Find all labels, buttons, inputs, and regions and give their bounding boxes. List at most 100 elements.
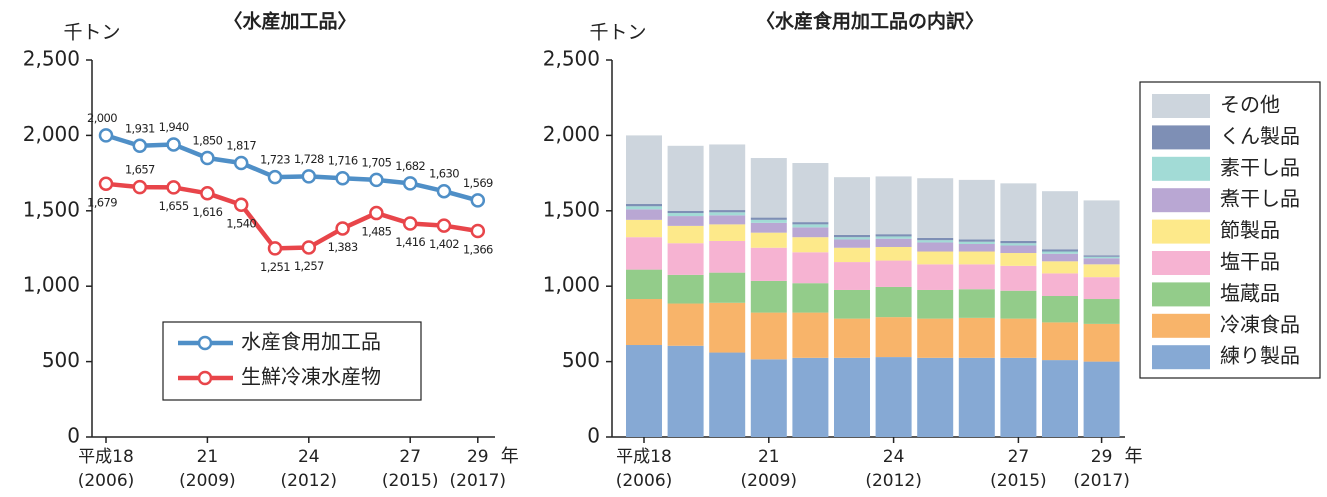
legend-swatch: [1152, 188, 1210, 213]
legend-swatch: [1152, 156, 1210, 181]
point: [200, 150, 215, 166]
bar-segment: [1042, 296, 1078, 323]
bar-segment: [834, 318, 870, 358]
legend-label: 節製品: [1220, 218, 1280, 242]
data-label: 1,402: [429, 237, 459, 251]
bar-segment: [917, 264, 954, 290]
bar-segment: [750, 247, 787, 281]
x-tick-label: 24: [883, 447, 905, 467]
bar-segment: [750, 219, 787, 223]
point: [335, 170, 350, 186]
point: [98, 128, 114, 143]
data-label: 1,723: [260, 153, 290, 167]
y-tick-label: 1,500: [543, 197, 600, 221]
bar-segment: [875, 286, 912, 318]
bar-segment: [1042, 360, 1078, 437]
legend-swatch: [1152, 125, 1210, 150]
bar-segment: [834, 262, 870, 290]
point: [132, 179, 148, 195]
bar-segment: [958, 251, 995, 265]
bar-segment: [958, 241, 995, 244]
bar-segment: [709, 302, 746, 353]
bar-segment: [709, 212, 746, 216]
bar-segment: [792, 283, 829, 313]
x-tick-label: 21: [758, 447, 780, 467]
y-tick-label: 1,000: [543, 273, 600, 297]
bar-segment: [1000, 240, 1037, 244]
data-label: 1,616: [192, 205, 222, 219]
bar-segment: [917, 318, 954, 358]
x-tick-label: 平成18: [78, 447, 134, 467]
legend-label: 煮干し品: [1220, 187, 1300, 211]
x-tick-label: 29: [467, 447, 489, 467]
point: [233, 155, 249, 171]
data-label: 1,655: [159, 199, 189, 213]
bar-segment: [917, 357, 954, 437]
bar-segment: [792, 357, 829, 437]
bar-segment: [667, 213, 704, 217]
x-tick-year: (2015): [990, 471, 1047, 491]
bar-segment: [792, 252, 829, 284]
bar-segment: [709, 240, 746, 273]
bar-segment: [1083, 277, 1120, 300]
bar-segment: [667, 345, 704, 437]
bar-segment: [709, 210, 746, 213]
legend-swatch: [1152, 251, 1210, 275]
x-tick-year: (2009): [741, 471, 798, 491]
y-tick-label: 0: [67, 424, 80, 448]
bar-segment: [709, 272, 746, 303]
legend-swatch: [1152, 282, 1210, 307]
point: [402, 176, 418, 191]
x-tick-year: (2012): [281, 471, 338, 491]
data-label: 1,416: [395, 235, 425, 249]
bar-segment: [834, 247, 870, 263]
legend-label: 水産食用加工品: [241, 330, 381, 354]
point: [132, 138, 148, 154]
bar-segment: [917, 289, 954, 319]
data-label: 1,817: [226, 138, 256, 152]
x-tick-year: (2009): [179, 471, 236, 491]
legend-marker: [197, 370, 213, 386]
point: [267, 169, 283, 185]
point: [301, 169, 317, 184]
point: [470, 223, 486, 239]
data-label: 1,679: [87, 195, 117, 209]
bar-segment: [667, 303, 704, 346]
point: [436, 183, 452, 199]
bar-segment: [750, 232, 787, 248]
legend-label: 生鮮冷凍水産物: [241, 365, 381, 389]
point: [233, 197, 249, 213]
y-tick-label: 500: [42, 348, 80, 372]
x-tick-label: 平成18: [616, 447, 672, 467]
bar-segment: [1083, 258, 1120, 265]
bar-segment: [1042, 322, 1078, 361]
point: [267, 241, 283, 256]
data-label: 2,000: [87, 111, 117, 125]
x-axis-label: 年: [501, 446, 519, 467]
x-tick-year: (2017): [1073, 471, 1130, 491]
bar-segment: [875, 238, 912, 247]
bar-segment: [1083, 299, 1120, 324]
bar-segment: [750, 217, 787, 220]
bar-segment: [958, 179, 995, 240]
data-label: 1,657: [125, 163, 155, 177]
bar-segment: [1083, 323, 1120, 362]
bar-segment: [709, 215, 746, 225]
x-tick-label: 29: [1091, 447, 1113, 467]
legend-label: くん製品: [1220, 124, 1300, 148]
y-tick-label: 2,500: [543, 47, 600, 71]
bar-segment: [792, 222, 829, 225]
bar-segment: [750, 312, 787, 360]
x-tick-label: 27: [399, 447, 421, 467]
bar-segment: [667, 243, 704, 275]
point: [166, 137, 181, 152]
legend-label: 練り製品: [1220, 344, 1300, 368]
bar-segment: [1083, 200, 1120, 256]
bar-segment: [626, 219, 662, 238]
data-label: 1,251: [260, 260, 290, 274]
bar-segment: [958, 289, 995, 318]
bar-segment: [875, 260, 912, 287]
bar-segment: [1042, 249, 1078, 252]
point: [369, 205, 384, 221]
legend-box: [162, 321, 422, 401]
